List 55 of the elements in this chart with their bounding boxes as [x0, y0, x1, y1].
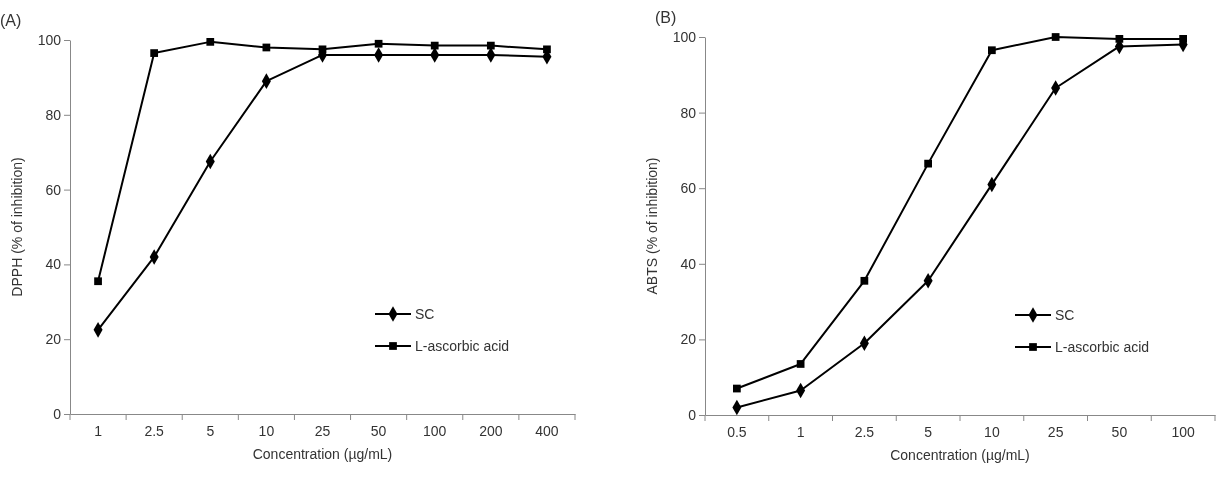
x-axis-title: Concentration (µg/mL): [890, 447, 1030, 463]
x-tick-label: 5: [924, 423, 933, 440]
x-tick-label: 0.5: [727, 423, 747, 440]
x-tick-label: 10: [984, 423, 1000, 440]
x-tick-label: 1: [796, 423, 805, 440]
x-tick-label: 10: [258, 422, 275, 439]
chart-title: (B): [655, 9, 677, 26]
x-tick-label: 2.5: [854, 423, 875, 440]
x-tick-label: 50: [370, 422, 387, 439]
x-tick-label: 2.5: [144, 422, 165, 439]
point: [486, 41, 495, 50]
y-tick-label: 60: [680, 180, 697, 197]
y-tick-label: 40: [45, 256, 62, 273]
y-axis-title: ABTS (% of inhibition): [644, 157, 660, 295]
point: [924, 159, 932, 168]
x-tick-label: 100: [423, 422, 447, 439]
legend-label: L-ascorbic acid: [415, 338, 510, 354]
x-tick-label: 1: [94, 422, 103, 439]
x-tick-label: 50: [1111, 423, 1128, 440]
legend-label: SC: [415, 306, 435, 322]
x-axis-title: Concentration (µg/mL): [252, 446, 393, 462]
y-tick-label: 40: [680, 255, 697, 272]
x-tick-label: 25: [1047, 423, 1064, 440]
x-tick-label: 400: [535, 422, 559, 439]
point: [860, 276, 869, 285]
point: [318, 45, 327, 54]
point: [988, 46, 996, 55]
y-tick-label: 0: [53, 405, 62, 422]
chart-title: (A): [0, 12, 22, 29]
y-tick-label: 0: [688, 406, 697, 423]
y-tick-label: 80: [45, 106, 62, 123]
y-tick-label: 100: [672, 28, 697, 45]
x-tick-label: 25: [314, 422, 331, 439]
point: [94, 277, 102, 286]
point: [1051, 33, 1060, 41]
x-tick-label: 200: [479, 422, 503, 439]
legend-label: SC: [1055, 307, 1075, 323]
legend-label: L-ascorbic acid: [1055, 339, 1150, 355]
point: [1115, 35, 1124, 43]
y-tick-label: 60: [45, 181, 62, 198]
y-axis-title: DPPH (% of inhibition): [9, 157, 25, 297]
x-tick-label: 100: [1171, 423, 1196, 440]
point: [374, 39, 383, 48]
point: [206, 38, 215, 46]
y-tick-label: 80: [680, 104, 697, 121]
x-tick-label: 5: [206, 422, 215, 439]
point: [430, 41, 439, 50]
y-tick-label: 20: [680, 331, 697, 348]
point: [1179, 35, 1187, 43]
point: [543, 45, 551, 54]
y-tick-label: 20: [45, 331, 62, 348]
y-tick-label: 100: [37, 31, 62, 48]
point: [150, 49, 159, 57]
point: [733, 384, 741, 393]
point: [796, 360, 805, 368]
